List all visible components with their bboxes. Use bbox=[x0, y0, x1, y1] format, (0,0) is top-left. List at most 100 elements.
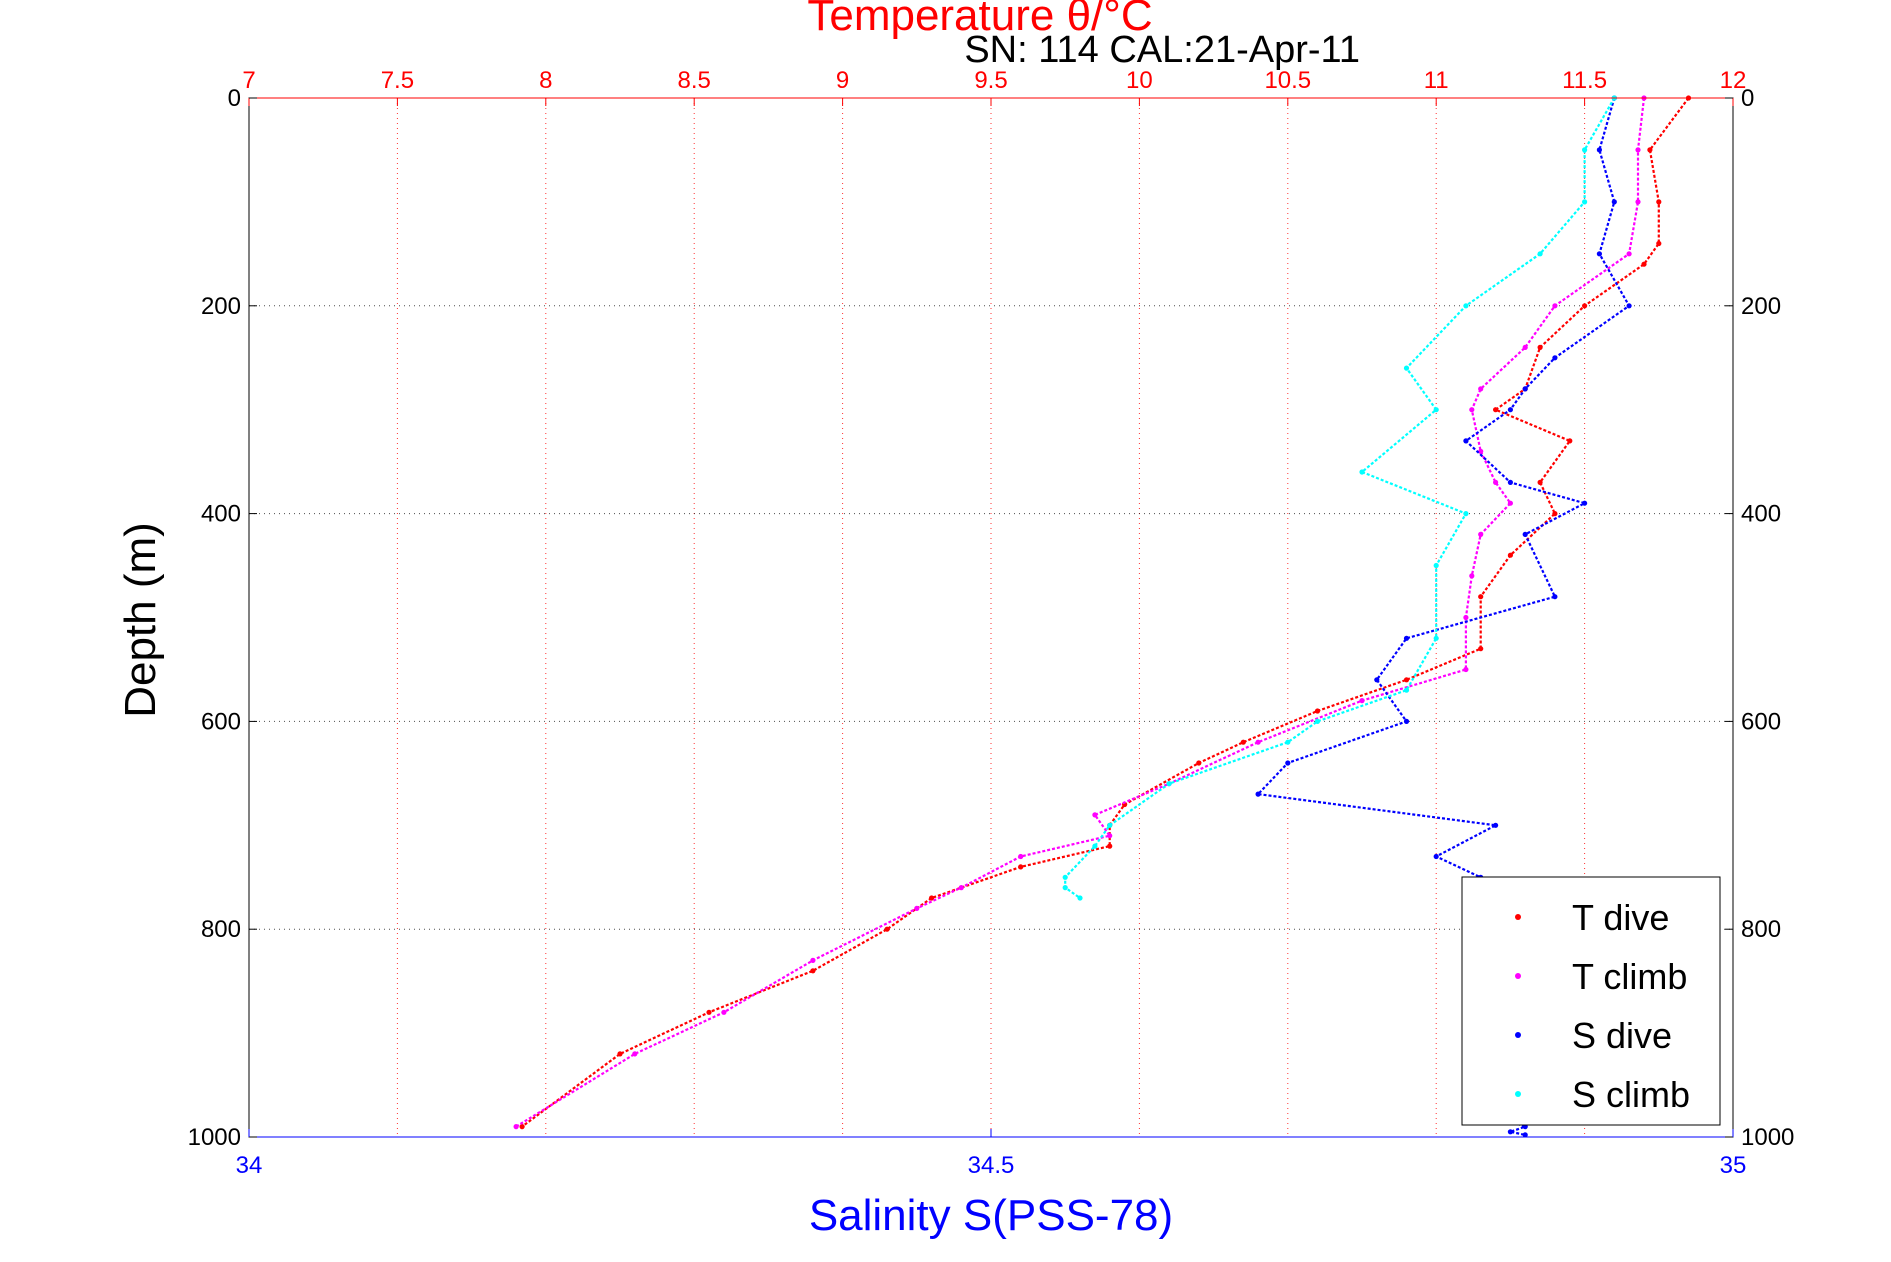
right-tick-label: 800 bbox=[1741, 916, 1781, 943]
data-point bbox=[1433, 635, 1439, 641]
data-point bbox=[1285, 760, 1291, 766]
bottom-tick-label: 34.5 bbox=[968, 1152, 1015, 1179]
legend-label: S dive bbox=[1572, 1015, 1672, 1056]
top-tick-label: 9.5 bbox=[974, 67, 1007, 94]
data-point bbox=[1635, 147, 1641, 153]
legend-label: T climb bbox=[1572, 956, 1687, 997]
data-point bbox=[1626, 251, 1632, 257]
bottom-tick-label: 35 bbox=[1720, 1152, 1747, 1179]
data-point bbox=[1255, 791, 1261, 797]
data-point bbox=[1522, 386, 1528, 392]
data-point bbox=[914, 905, 920, 912]
data-point bbox=[1463, 614, 1469, 621]
data-point bbox=[1463, 438, 1469, 444]
data-point bbox=[1018, 853, 1024, 860]
legend-marker bbox=[1515, 973, 1521, 979]
data-point bbox=[1537, 344, 1543, 350]
legend-label: S climb bbox=[1572, 1074, 1690, 1115]
data-point bbox=[1478, 448, 1484, 454]
data-point bbox=[1507, 552, 1513, 558]
data-point bbox=[1507, 500, 1513, 506]
legend-marker bbox=[1515, 914, 1521, 920]
data-point bbox=[1537, 479, 1543, 485]
data-point bbox=[1478, 531, 1484, 538]
top-tick-label: 7 bbox=[242, 67, 255, 94]
data-point bbox=[1493, 407, 1499, 413]
data-point bbox=[958, 885, 964, 891]
chart-subtitle: SN: 114 CAL:21-Apr-11 bbox=[964, 29, 1360, 71]
data-point bbox=[1522, 344, 1528, 350]
data-point bbox=[1582, 147, 1588, 153]
right-tick-label: 400 bbox=[1741, 501, 1781, 528]
data-point bbox=[1107, 843, 1113, 849]
data-point bbox=[1522, 531, 1528, 538]
left-tick-label: 0 bbox=[228, 85, 241, 112]
data-point bbox=[1166, 781, 1172, 787]
data-point bbox=[1463, 666, 1469, 673]
data-point bbox=[1656, 199, 1662, 205]
data-point bbox=[810, 957, 816, 964]
right-tick-label: 0 bbox=[1741, 85, 1754, 112]
data-point bbox=[1314, 708, 1321, 714]
legend-label: T dive bbox=[1572, 897, 1669, 938]
data-point bbox=[1255, 739, 1261, 745]
series-line bbox=[1064, 97, 1616, 899]
data-point bbox=[1403, 677, 1410, 683]
data-point bbox=[1552, 594, 1558, 600]
data-point bbox=[1062, 874, 1068, 880]
data-point bbox=[1478, 646, 1484, 652]
right-tick-label: 1000 bbox=[1741, 1124, 1794, 1151]
left-tick-label: 400 bbox=[201, 501, 241, 528]
data-point bbox=[1469, 573, 1475, 579]
data-point bbox=[632, 1051, 638, 1057]
legend: T dive T climb S dive S climb bbox=[1461, 876, 1721, 1126]
data-point bbox=[1493, 479, 1499, 485]
data-point bbox=[513, 1124, 519, 1130]
data-point bbox=[929, 895, 935, 901]
data-point bbox=[1537, 251, 1543, 257]
data-point bbox=[810, 968, 816, 974]
data-point bbox=[1196, 760, 1202, 766]
series-s-climb bbox=[1062, 95, 1617, 901]
data-point bbox=[1507, 479, 1513, 485]
data-point bbox=[1469, 407, 1475, 413]
legend-marker bbox=[1515, 1091, 1521, 1097]
data-point bbox=[1656, 240, 1662, 247]
top-tick-label: 10.5 bbox=[1264, 67, 1311, 94]
data-point bbox=[1463, 303, 1469, 309]
data-point bbox=[1478, 594, 1484, 600]
data-point bbox=[1240, 739, 1246, 745]
data-point bbox=[1107, 833, 1113, 839]
data-point bbox=[1493, 822, 1499, 828]
data-point bbox=[1647, 147, 1653, 153]
data-point bbox=[1359, 469, 1365, 475]
data-point bbox=[1611, 199, 1617, 205]
data-point bbox=[1285, 739, 1291, 745]
top-tick-label: 8.5 bbox=[678, 67, 711, 94]
x-axis-label-salinity: Salinity S(PSS-78) bbox=[809, 1191, 1173, 1240]
data-point bbox=[1403, 687, 1410, 693]
left-tick-label: 800 bbox=[201, 916, 241, 943]
data-point bbox=[1314, 718, 1321, 725]
data-point bbox=[1403, 718, 1410, 725]
data-point bbox=[1641, 261, 1647, 267]
data-point bbox=[1582, 303, 1588, 309]
top-tick-label: 11 bbox=[1424, 67, 1449, 94]
data-point bbox=[1359, 698, 1365, 704]
top-tick-label: 12 bbox=[1720, 67, 1747, 94]
top-tick-label: 11.5 bbox=[1562, 67, 1607, 94]
data-point bbox=[1507, 407, 1513, 413]
data-point bbox=[1062, 885, 1068, 891]
data-point bbox=[519, 1124, 525, 1130]
legend-box bbox=[1461, 876, 1721, 1126]
right-tick-label: 600 bbox=[1741, 708, 1781, 735]
top-tick-label: 9 bbox=[836, 67, 849, 94]
data-point bbox=[1403, 365, 1410, 371]
data-point bbox=[1077, 895, 1083, 901]
left-tick-label: 1000 bbox=[188, 1124, 241, 1151]
data-point bbox=[1626, 303, 1632, 309]
data-point bbox=[884, 926, 890, 932]
top-tick-label: 10 bbox=[1126, 67, 1153, 94]
